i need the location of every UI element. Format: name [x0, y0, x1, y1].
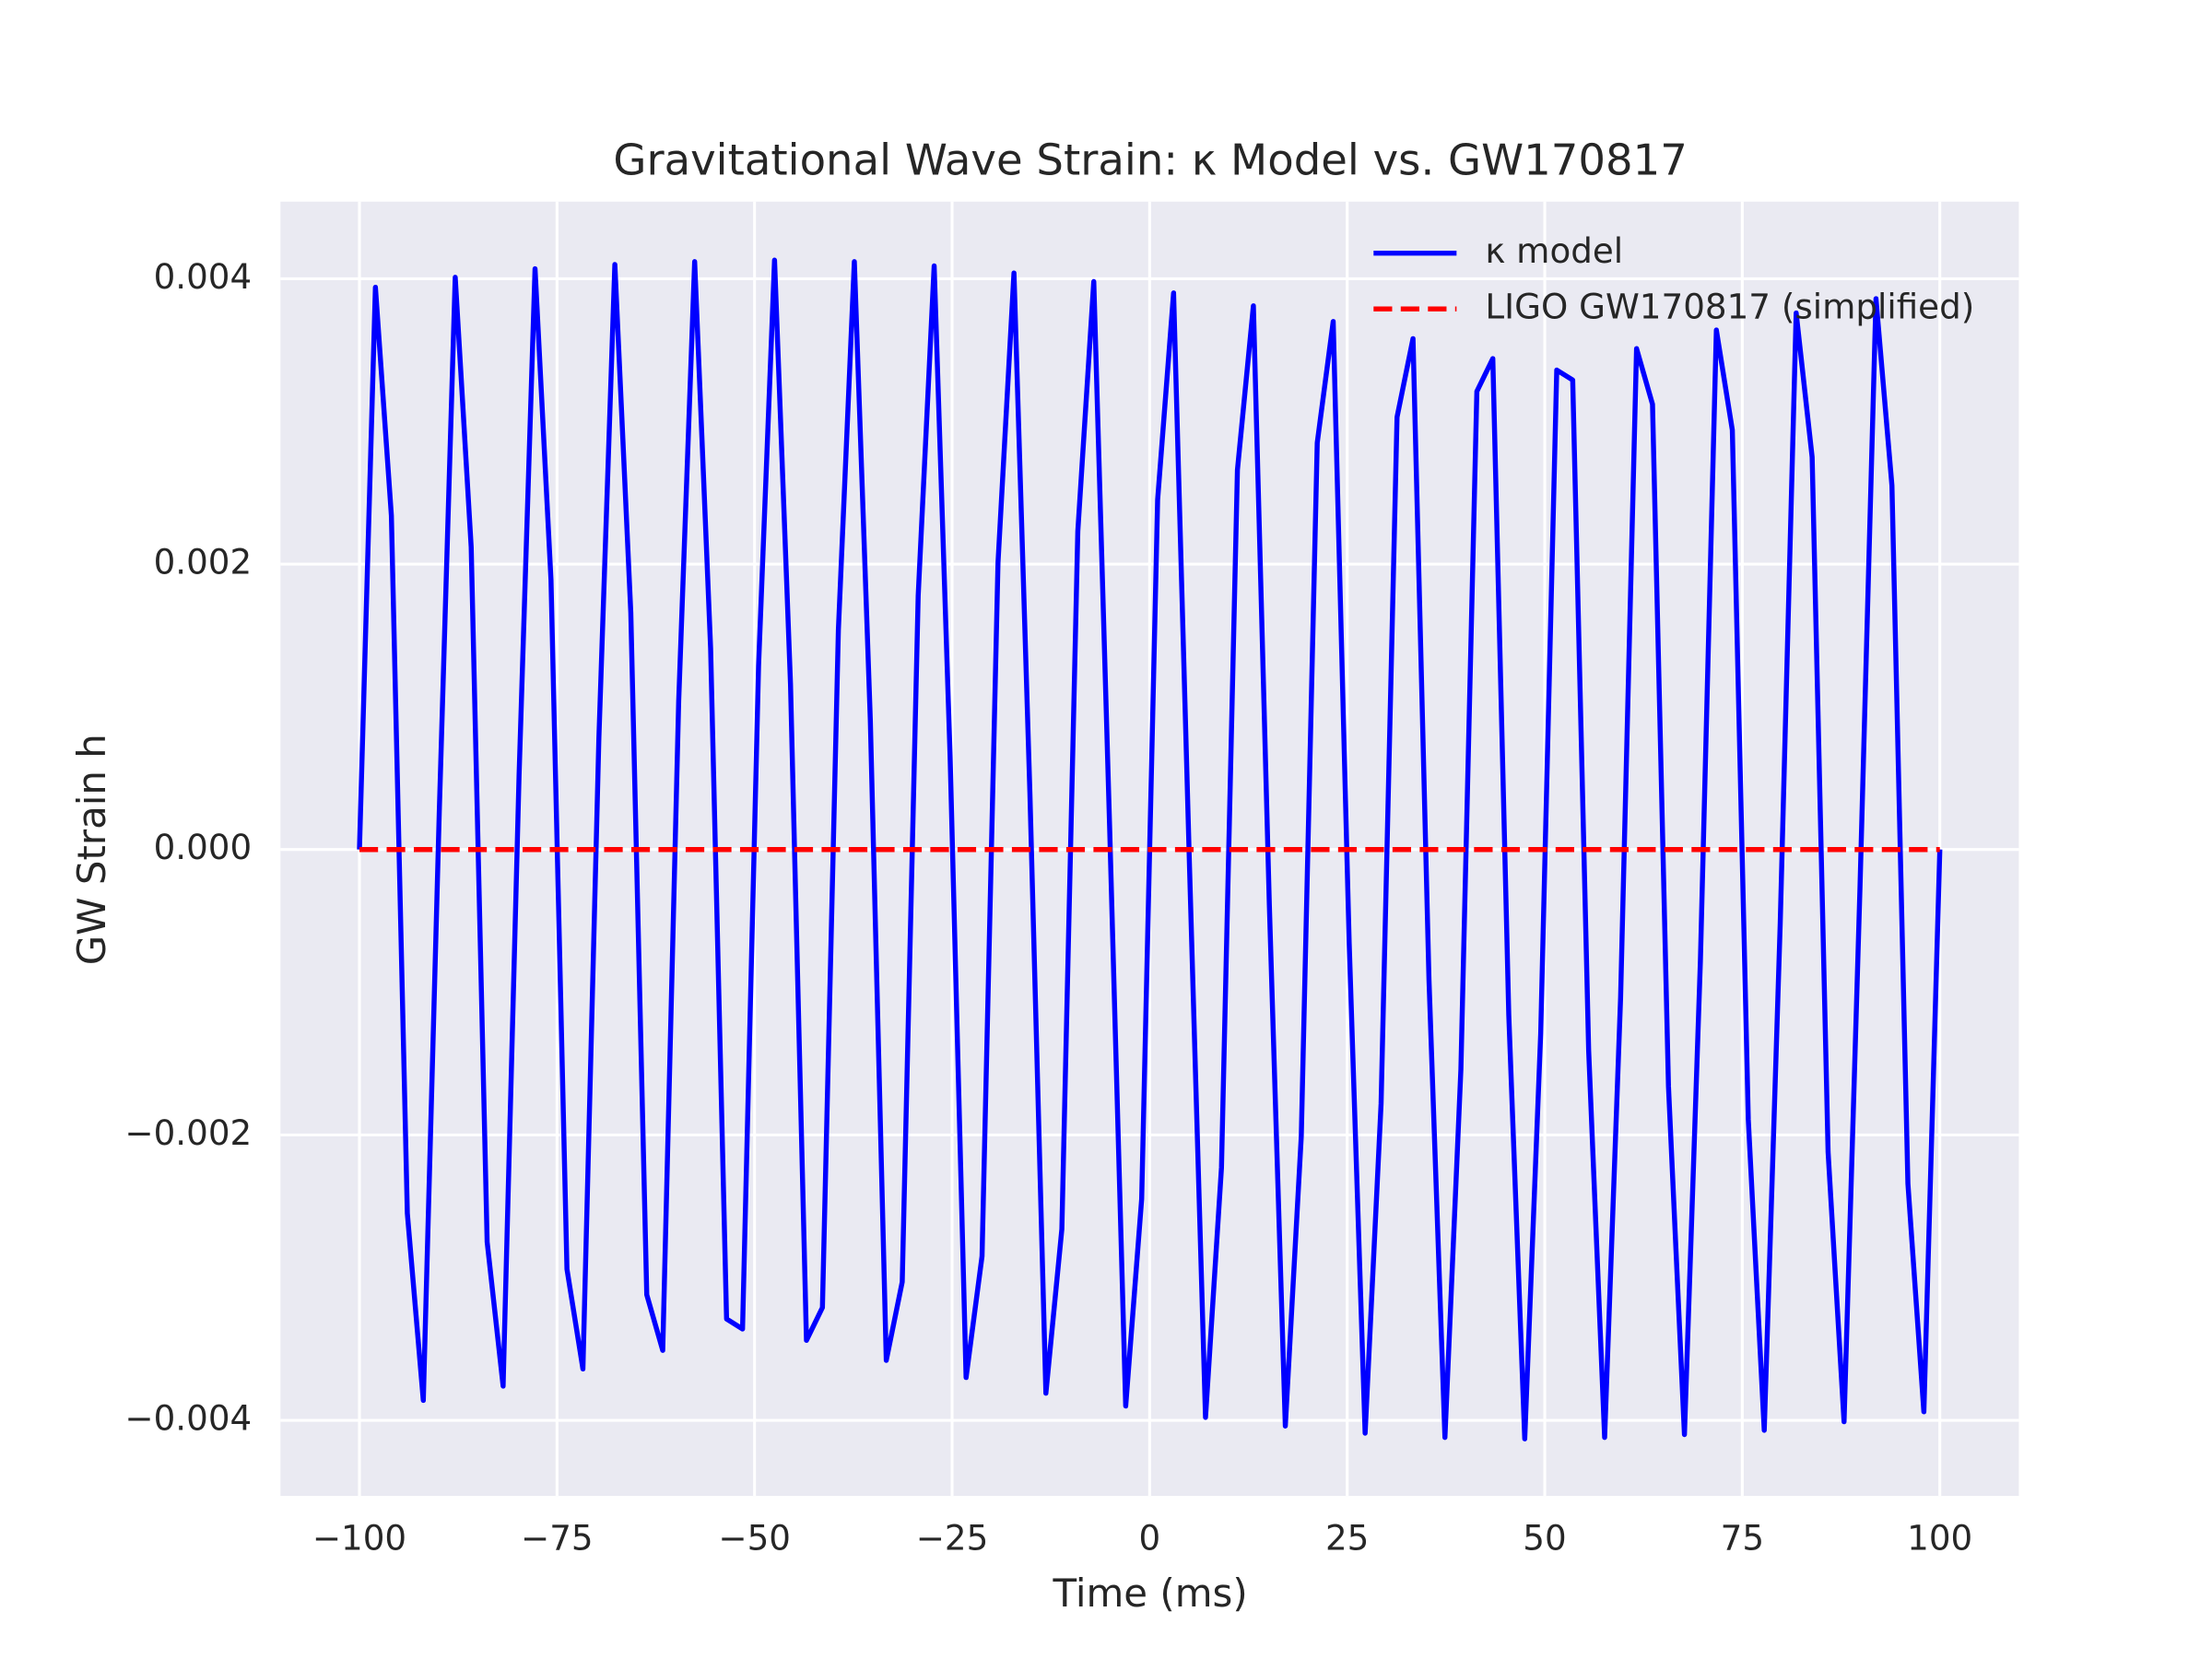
- y-tick-label: −0.002: [124, 1112, 252, 1153]
- x-tick-label: 50: [1523, 1518, 1566, 1559]
- y-tick-label: 0.000: [154, 827, 253, 867]
- legend-label: κ model: [1485, 230, 1623, 271]
- x-tick-label: −100: [312, 1518, 406, 1559]
- x-tick-label: 100: [1907, 1518, 1972, 1559]
- legend: κ model LIGO GW170817 (simplified): [1373, 230, 1974, 327]
- y-tick-label: 0.004: [154, 256, 253, 297]
- x-tick-label: −25: [916, 1518, 989, 1559]
- x-tick-label: 25: [1325, 1518, 1369, 1559]
- x-tick-label: 0: [1138, 1518, 1160, 1559]
- x-tick-label: −75: [521, 1518, 594, 1559]
- y-tick-label: −0.004: [124, 1398, 252, 1439]
- y-tick-label: 0.002: [154, 542, 253, 582]
- legend-label: LIGO GW170817 (simplified): [1485, 287, 1974, 327]
- chart-title: Gravitational Wave Strain: κ Model vs. G…: [613, 135, 1688, 184]
- y-axis-label: GW Strain h: [69, 734, 114, 965]
- x-tick-label: −50: [718, 1518, 791, 1559]
- x-tick-label: 75: [1721, 1518, 1764, 1559]
- marks: [357, 257, 1943, 1441]
- x-axis-label: Time (ms): [1053, 1571, 1248, 1616]
